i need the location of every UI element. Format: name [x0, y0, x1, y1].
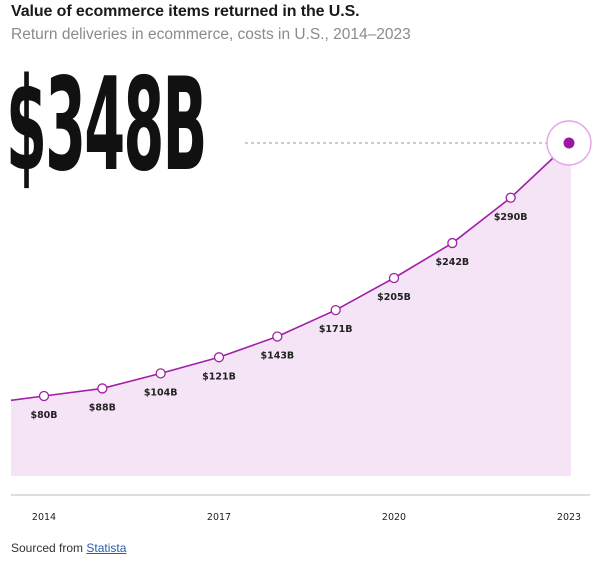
data-point[interactable]: [97, 383, 108, 394]
data-label: $88B: [89, 402, 116, 413]
data-point[interactable]: [213, 352, 225, 363]
data-label: $205B: [377, 292, 411, 303]
area-fill: [11, 143, 571, 476]
highlight-value: $348B: [6, 51, 207, 200]
data-point[interactable]: [38, 390, 50, 402]
source-prefix: Sourced from: [11, 541, 84, 555]
data-label: $80B: [30, 410, 57, 421]
data-point[interactable]: [330, 304, 341, 316]
data-point[interactable]: [155, 368, 166, 379]
data-label: $242B: [435, 257, 469, 268]
data-label: $290B: [494, 212, 528, 223]
x-tick-label: 2014: [32, 512, 56, 523]
data-point[interactable]: [505, 192, 516, 203]
data-point[interactable]: [447, 237, 458, 249]
data-label: $143B: [260, 351, 294, 362]
data-label: $171B: [319, 324, 353, 335]
source-note: Sourced from Statista: [11, 541, 126, 555]
data-label: $104B: [144, 387, 178, 398]
chart-title: Value of ecommerce items returned in the…: [11, 3, 360, 20]
chart-subtitle: Return deliveries in ecommerce, costs in…: [11, 26, 411, 43]
x-tick-label: 2020: [382, 512, 406, 523]
highlight-point[interactable]: [563, 137, 575, 149]
data-label: $121B: [202, 371, 236, 382]
x-tick-label: 2017: [207, 512, 231, 523]
data-point[interactable]: [388, 272, 400, 284]
data-point[interactable]: [272, 331, 283, 342]
source-link[interactable]: Statista: [86, 541, 127, 555]
x-tick-label: 2023: [557, 512, 581, 523]
